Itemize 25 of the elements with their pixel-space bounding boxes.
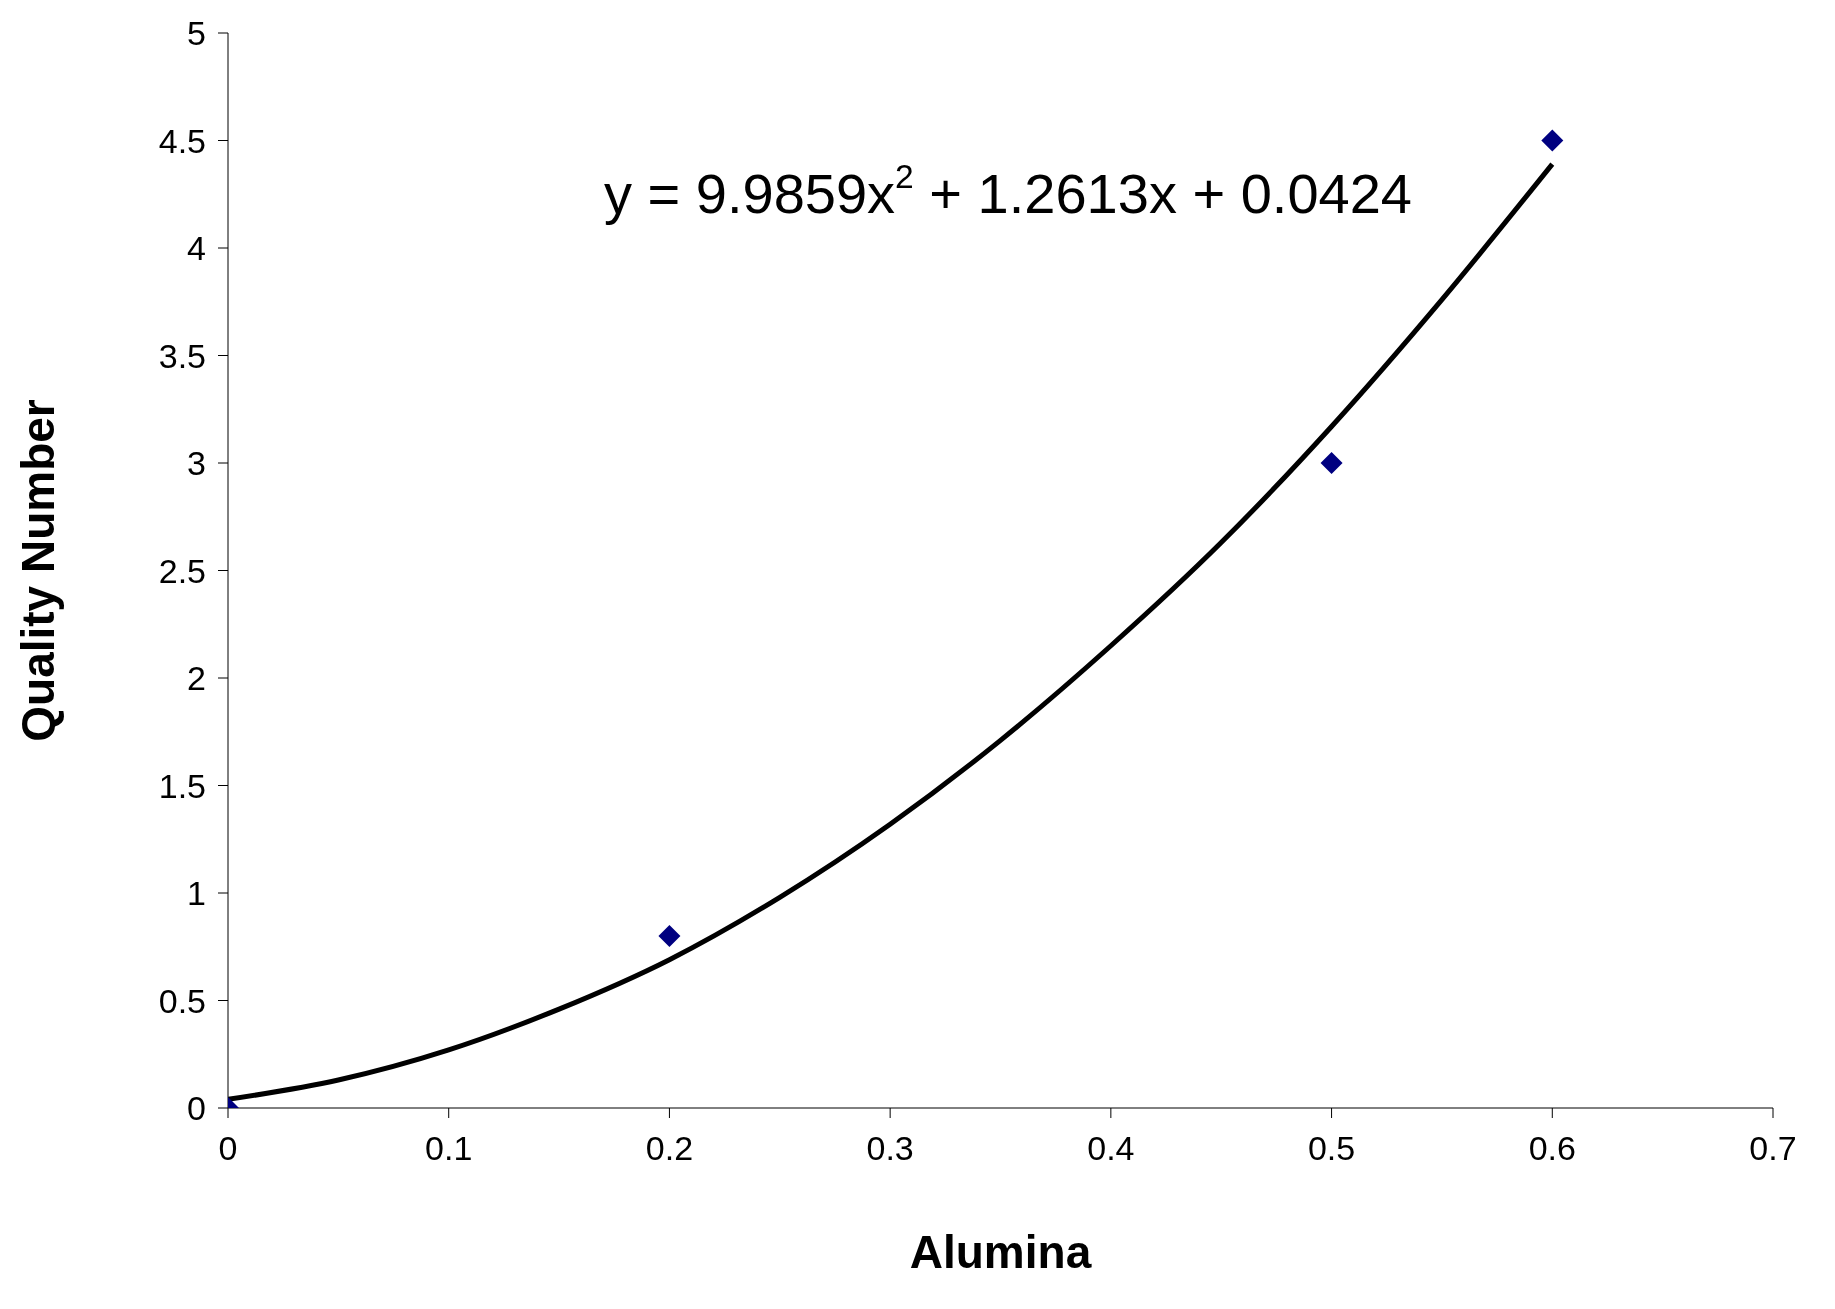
x-tick-label: 0.5 xyxy=(1307,1129,1356,1168)
point xyxy=(1541,129,1564,152)
y-tick-label: 1 xyxy=(187,874,206,913)
x-tick-label: 0.2 xyxy=(645,1129,694,1168)
x-tick-label: 0 xyxy=(218,1129,238,1168)
y-tick-label: 4.5 xyxy=(158,121,206,160)
y-tick-label: 3.5 xyxy=(158,336,206,375)
y-axis-title: Quality Number xyxy=(12,399,65,742)
point xyxy=(658,925,681,947)
y-tick-label: 5 xyxy=(187,14,206,53)
y-tick-label: 2.5 xyxy=(158,551,206,590)
x-tick-label: 0.3 xyxy=(866,1129,914,1168)
x-tick-label: 0.6 xyxy=(1528,1129,1576,1168)
y-tick-label: 0 xyxy=(187,1089,206,1128)
x-axis-title: Alumina xyxy=(909,1226,1092,1278)
y-tick-label: 2 xyxy=(187,659,206,698)
x-tick-label: 0.1 xyxy=(425,1129,473,1168)
x-tick-label: 0.4 xyxy=(1087,1129,1135,1168)
point xyxy=(1320,452,1343,474)
y-tick-label: 4 xyxy=(187,229,206,268)
x-tick-label: 0.7 xyxy=(1749,1129,1797,1168)
y-tick-label: 3 xyxy=(187,444,206,483)
y-tick-label: 1.5 xyxy=(158,766,206,805)
y-tick-label: 0.5 xyxy=(158,981,206,1020)
annotation: y = 9.9859x$^{2}$ + 1.2613x + 0.0424 xyxy=(604,158,1412,225)
